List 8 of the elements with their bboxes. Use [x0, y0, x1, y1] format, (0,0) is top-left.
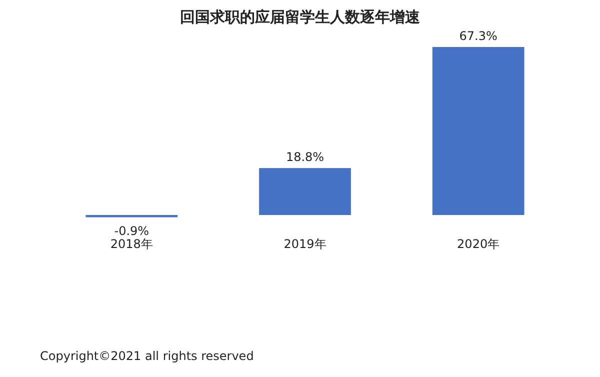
data-label: 67.3%: [459, 29, 498, 43]
x-tick-label: 2018年: [110, 237, 153, 251]
data-label: 18.8%: [286, 150, 324, 164]
x-tick-label: 2019年: [284, 237, 326, 251]
x-tick-label: 2020年: [457, 237, 500, 251]
text: Copyright©2021 all rights reserved: [40, 349, 254, 363]
data-label: -0.9%: [114, 224, 150, 238]
chart-title: 回国求职的应届留学生人数逐年增速: [180, 8, 421, 26]
